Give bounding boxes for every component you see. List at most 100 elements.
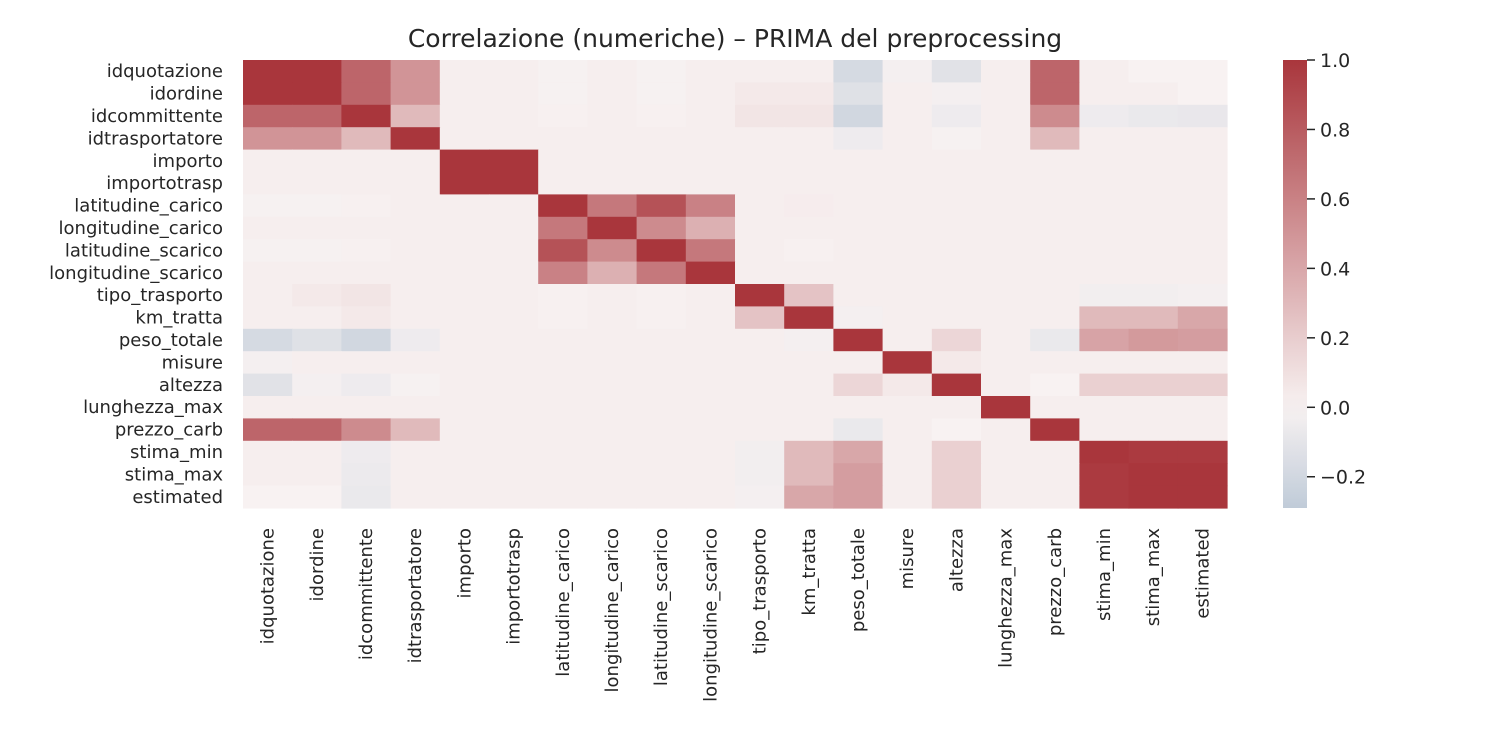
heatmap-cell-km_tratta-latitudine_scarico bbox=[636, 306, 687, 330]
heatmap-cell-idtrasportatore-importotrasp bbox=[489, 127, 539, 151]
heatmap-cell-peso_totale-tipo_trasporto bbox=[735, 328, 785, 352]
heatmap-cell-lunghezza_max-longitudine_scarico bbox=[685, 396, 736, 419]
heatmap-cell-importo-lunghezza_max bbox=[981, 149, 1031, 173]
heatmap-cell-longitudine_scarico-idcommittente bbox=[341, 261, 392, 285]
heatmap-cell-latitudine_scarico-peso_totale bbox=[833, 239, 884, 263]
heatmap-cell-longitudine_scarico-stima_min bbox=[1079, 261, 1130, 285]
heatmap-cell-lunghezza_max-km_tratta bbox=[784, 396, 834, 419]
heatmap-cell-lunghezza_max-importo bbox=[439, 396, 490, 419]
heatmap-cell-prezzo_carb-importotrasp bbox=[489, 418, 539, 442]
heatmap-cell-stima_min-longitudine_carico bbox=[587, 440, 638, 464]
x-tick-label-latitudine_scarico: latitudine_scarico bbox=[651, 528, 672, 686]
heatmap-cell-idcommittente-importotrasp bbox=[489, 104, 539, 128]
y-tick-label-estimated: estimated bbox=[132, 487, 223, 508]
heatmap-cell-estimated-importo bbox=[439, 485, 490, 509]
heatmap-cell-longitudine_carico-prezzo_carb bbox=[1030, 216, 1080, 240]
heatmap-cell-idordine-idordine bbox=[292, 82, 342, 106]
heatmap-cell-importo-idordine bbox=[292, 149, 342, 173]
heatmap-cell-importotrasp-longitudine_scarico bbox=[685, 172, 736, 195]
heatmap-cell-importo-latitudine_scarico bbox=[636, 149, 687, 173]
heatmap-cell-misure-altezza bbox=[931, 351, 982, 375]
heatmap-cell-idordine-km_tratta bbox=[784, 82, 834, 106]
x-tick-label-idcommittente: idcommittente bbox=[356, 528, 377, 660]
heatmap-cell-idtrasportatore-longitudine_carico bbox=[587, 127, 638, 151]
heatmap-cell-stima_max-idquotazione bbox=[243, 463, 293, 487]
heatmap-cell-stima_max-longitudine_scarico bbox=[685, 463, 736, 487]
heatmap-cell-latitudine_carico-idquotazione bbox=[243, 194, 293, 218]
heatmap-cell-importo-peso_totale bbox=[833, 149, 884, 173]
heatmap-cell-prezzo_carb-estimated bbox=[1177, 418, 1228, 442]
heatmap-cell-longitudine_carico-lunghezza_max bbox=[981, 216, 1031, 240]
heatmap-cell-idquotazione-km_tratta bbox=[784, 60, 834, 83]
heatmap-cell-tipo_trasporto-stima_min bbox=[1079, 284, 1130, 307]
heatmap-cell-importotrasp-stima_min bbox=[1079, 172, 1130, 195]
heatmap-cell-idcommittente-idquotazione bbox=[243, 104, 293, 128]
heatmap-cell-peso_totale-stima_max bbox=[1128, 328, 1179, 352]
heatmap-cell-idtrasportatore-idquotazione bbox=[243, 127, 293, 151]
heatmap-cell-stima_min-idcommittente bbox=[341, 440, 392, 464]
heatmap-cell-prezzo_carb-peso_totale bbox=[833, 418, 884, 442]
heatmap-cell-idquotazione-stima_max bbox=[1128, 60, 1179, 83]
heatmap-cell-idquotazione-prezzo_carb bbox=[1030, 60, 1080, 83]
heatmap-cell-longitudine_carico-importo bbox=[439, 216, 490, 240]
y-tick-label-latitudine_scarico: latitudine_scarico bbox=[65, 240, 223, 261]
heatmap-cell-lunghezza_max-idcommittente bbox=[341, 396, 392, 419]
heatmap-cell-lunghezza_max-misure bbox=[882, 396, 933, 419]
heatmap-cell-stima_max-peso_totale bbox=[833, 463, 884, 487]
heatmap-cell-idtrasportatore-altezza bbox=[931, 127, 982, 151]
heatmap-cell-prezzo_carb-misure bbox=[882, 418, 933, 442]
heatmap-cell-idtrasportatore-peso_totale bbox=[833, 127, 884, 151]
y-tick-label-km_tratta: km_tratta bbox=[135, 308, 223, 329]
heatmap-cell-km_tratta-altezza bbox=[931, 306, 982, 330]
heatmap-cell-idordine-longitudine_carico bbox=[587, 82, 638, 106]
heatmap-cell-longitudine_carico-idquotazione bbox=[243, 216, 293, 240]
x-tick-label-peso_totale: peso_totale bbox=[848, 528, 869, 632]
heatmap-cell-importotrasp-idquotazione bbox=[243, 172, 293, 195]
heatmap-cell-altezza-idcommittente bbox=[341, 373, 392, 397]
heatmap-cell-tipo_trasporto-idcommittente bbox=[341, 284, 392, 307]
heatmap-cell-latitudine_carico-longitudine_carico bbox=[587, 194, 638, 218]
heatmap-cell-longitudine_scarico-peso_totale bbox=[833, 261, 884, 285]
y-tick-label-tipo_trasporto: tipo_trasporto bbox=[97, 285, 223, 306]
y-tick-label-altezza: altezza bbox=[159, 375, 223, 396]
heatmap-cell-lunghezza_max-estimated bbox=[1177, 396, 1228, 419]
heatmap-cell-stima_min-importotrasp bbox=[489, 440, 539, 464]
heatmap-cell-idordine-lunghezza_max bbox=[981, 82, 1031, 106]
heatmap-cell-importo-misure bbox=[882, 149, 933, 173]
heatmap-cell-prezzo_carb-idquotazione bbox=[243, 418, 293, 442]
heatmap-cell-longitudine_scarico-estimated bbox=[1177, 261, 1228, 285]
heatmap-cell-idquotazione-peso_totale bbox=[833, 60, 884, 83]
heatmap-cell-latitudine_scarico-km_tratta bbox=[784, 239, 834, 263]
x-tick-label-idquotazione: idquotazione bbox=[258, 528, 279, 644]
heatmap-cell-idquotazione-importotrasp bbox=[489, 60, 539, 83]
heatmap-cell-longitudine_carico-peso_totale bbox=[833, 216, 884, 240]
heatmap-cell-latitudine_scarico-importo bbox=[439, 239, 490, 263]
heatmap-cell-idtrasportatore-idordine bbox=[292, 127, 342, 151]
colorbar-tick-label-0.2: 0.2 bbox=[1320, 328, 1350, 350]
heatmap-cell-longitudine_scarico-lunghezza_max bbox=[981, 261, 1031, 285]
heatmap-cell-estimated-estimated bbox=[1177, 485, 1228, 509]
heatmap-cell-latitudine_scarico-idtrasportatore bbox=[390, 239, 441, 263]
heatmap-cell-stima_min-estimated bbox=[1177, 440, 1228, 464]
heatmap-cell-idtrasportatore-longitudine_scarico bbox=[685, 127, 736, 151]
heatmap-cell-longitudine_scarico-km_tratta bbox=[784, 261, 834, 285]
heatmap-cell-longitudine_carico-importotrasp bbox=[489, 216, 539, 240]
heatmap-cell-prezzo_carb-idordine bbox=[292, 418, 342, 442]
heatmap-cell-prezzo_carb-idtrasportatore bbox=[390, 418, 441, 442]
heatmap-cell-longitudine_scarico-stima_max bbox=[1128, 261, 1179, 285]
heatmap-cell-idquotazione-idtrasportatore bbox=[390, 60, 441, 83]
heatmap-cell-km_tratta-importo bbox=[439, 306, 490, 330]
heatmap-cell-importo-km_tratta bbox=[784, 149, 834, 173]
x-tick-label-stima_min: stima_min bbox=[1094, 528, 1115, 621]
heatmap-cell-stima_max-longitudine_carico bbox=[587, 463, 638, 487]
heatmap-cell-idordine-longitudine_scarico bbox=[685, 82, 736, 106]
heatmap-cell-km_tratta-latitudine_carico bbox=[538, 306, 588, 330]
heatmap-cell-stima_max-altezza bbox=[931, 463, 982, 487]
heatmap-cell-prezzo_carb-longitudine_carico bbox=[587, 418, 638, 442]
heatmap-cell-latitudine_scarico-altezza bbox=[931, 239, 982, 263]
heatmap-cell-idtrasportatore-latitudine_scarico bbox=[636, 127, 687, 151]
heatmap-cell-longitudine_scarico-longitudine_scarico bbox=[685, 261, 736, 285]
heatmap-cell-peso_totale-importotrasp bbox=[489, 328, 539, 352]
heatmap-cell-peso_totale-idquotazione bbox=[243, 328, 293, 352]
